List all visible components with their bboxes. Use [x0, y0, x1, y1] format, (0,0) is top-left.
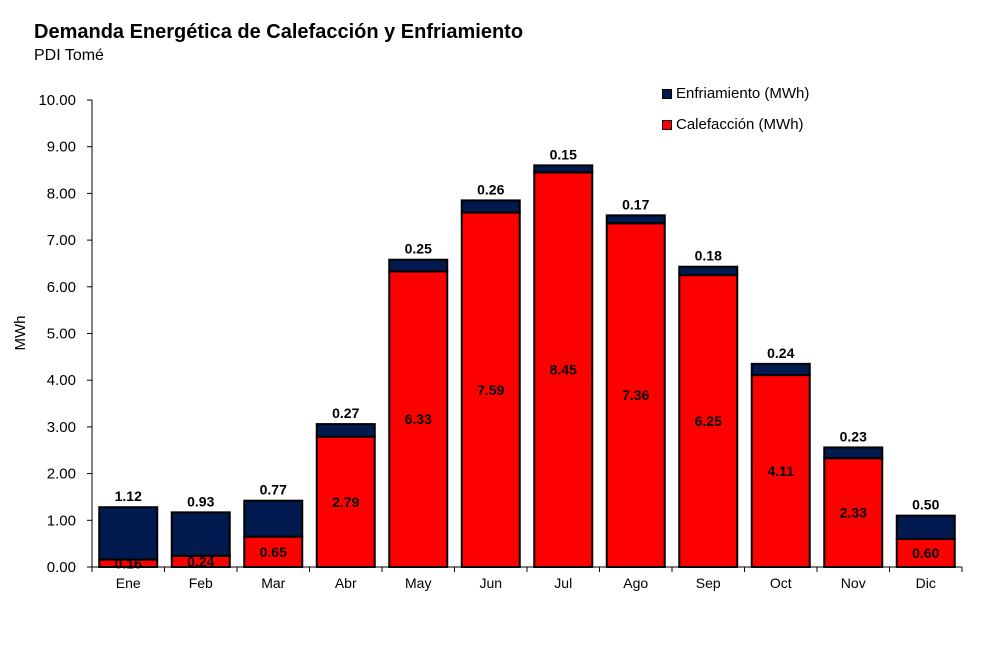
y-axis-title: MWh	[12, 316, 29, 351]
data-label-enfriamiento: 0.15	[550, 146, 577, 162]
x-tick-label: Ene	[116, 575, 141, 591]
data-label-calefaccion: 0.65	[260, 544, 287, 560]
legend-item-calefaccion: Calefacción (MWh)	[662, 109, 809, 140]
bar-enfriamiento	[750, 362, 811, 377]
legend-item-enfriamiento: Enfriamiento (MWh)	[662, 78, 809, 109]
y-tick-label: 4.00	[47, 372, 76, 389]
bar-enfriamiento	[460, 199, 521, 214]
bar-enfriamiento	[605, 214, 666, 225]
chart-title: Demanda Energética de Calefacción y Enfr…	[34, 21, 524, 43]
y-tick-label: 9.00	[47, 139, 76, 156]
data-label-calefaccion: 7.36	[622, 387, 649, 403]
bar-calefaccion	[388, 270, 449, 568]
data-label-enfriamiento: 0.50	[912, 497, 939, 513]
x-tick-label: Jul	[554, 575, 572, 591]
data-label-calefaccion: 6.25	[695, 413, 722, 429]
data-label-calefaccion: 2.33	[840, 505, 867, 521]
bar-calefaccion	[678, 274, 739, 568]
y-tick-label: 7.00	[47, 232, 76, 249]
bar-calefaccion	[823, 457, 884, 568]
data-label-calefaccion: 7.59	[477, 382, 504, 398]
bar-calefaccion	[533, 171, 594, 568]
data-label-enfriamiento: 0.27	[332, 405, 359, 421]
data-label-calefaccion: 6.33	[405, 411, 432, 427]
chart-subtitle: PDI Tomé	[34, 47, 104, 64]
bar-enfriamiento	[388, 258, 449, 273]
legend-label-enfriamiento: Enfriamiento (MWh)	[676, 85, 810, 102]
legend-label-calefaccion: Calefacción (MWh)	[676, 116, 804, 133]
bar-enfriamiento	[170, 511, 231, 557]
data-label-enfriamiento: 0.26	[477, 181, 504, 197]
x-tick-label: May	[405, 575, 431, 591]
y-tick-label: 8.00	[47, 185, 76, 202]
x-tick-label: Jun	[479, 575, 502, 591]
x-tick-label: Ago	[623, 575, 648, 591]
data-labels: 0.16 1.12 0.24 0.93 0.65 0.77 2.79 0.27 6.33 0.25…	[115, 146, 940, 571]
legend-swatch-enfriamiento	[662, 88, 672, 99]
bar-enfriamiento	[315, 423, 376, 438]
x-tick-label: Feb	[189, 575, 213, 591]
data-label-enfriamiento: 0.18	[695, 248, 722, 264]
bar-enfriamiento	[533, 164, 594, 174]
y-tick-label: 0.00	[47, 559, 76, 576]
bar-calefaccion	[895, 537, 956, 568]
data-label-calefaccion: 2.79	[332, 494, 359, 510]
data-label-enfriamiento: 0.77	[260, 482, 287, 498]
bars	[98, 164, 956, 569]
x-tick-label: Mar	[261, 575, 285, 591]
bar-calefaccion	[750, 374, 811, 568]
legend-swatch-calefaccion	[662, 119, 672, 130]
y-tick-label: 3.00	[47, 419, 76, 436]
data-label-enfriamiento: 0.23	[840, 428, 867, 444]
data-label-calefaccion: 8.45	[550, 362, 577, 378]
data-label-enfriamiento: 1.12	[115, 488, 142, 504]
y-tick-label: 1.00	[47, 512, 76, 529]
data-label-enfriamiento: 0.93	[187, 493, 214, 509]
bar-enfriamiento	[678, 265, 739, 277]
bar-enfriamiento	[243, 499, 304, 538]
data-label-calefaccion: 0.16	[115, 555, 142, 571]
bar-enfriamiento	[823, 446, 884, 460]
legend: Enfriamiento (MWh) Calefacción (MWh)	[662, 78, 809, 140]
y-tick-label: 10.00	[38, 92, 76, 109]
x-tick-label: Nov	[841, 575, 866, 591]
y-tick-label: 2.00	[47, 466, 76, 483]
x-tick-label: Oct	[770, 575, 792, 591]
x-tick-label: Dic	[916, 575, 936, 591]
y-tick-label: 6.00	[47, 279, 76, 296]
x-axis: Ene Feb Mar Abr May Jun Jul Ago Sep Oct Nov Dic	[91, 566, 963, 591]
bar-calefaccion	[315, 435, 376, 568]
x-tick-label: Abr	[335, 575, 357, 591]
bar-enfriamiento	[895, 514, 956, 540]
bar-enfriamiento	[98, 506, 159, 561]
bar-calefaccion	[243, 535, 304, 569]
y-tick-label: 5.00	[47, 326, 76, 343]
data-label-calefaccion: 0.60	[912, 545, 939, 561]
x-tick-label: Sep	[696, 575, 721, 591]
data-label-calefaccion: 4.11	[768, 463, 795, 479]
data-label-calefaccion: 0.24	[187, 553, 214, 569]
data-label-enfriamiento: 0.24	[767, 345, 794, 361]
data-label-enfriamiento: 0.25	[405, 241, 432, 257]
y-axis: 0.00 1.00 2.00 3.00 4.00 5.00 6.00 7.00 8.00 9.00…	[38, 92, 93, 576]
data-label-enfriamiento: 0.17	[622, 196, 649, 212]
